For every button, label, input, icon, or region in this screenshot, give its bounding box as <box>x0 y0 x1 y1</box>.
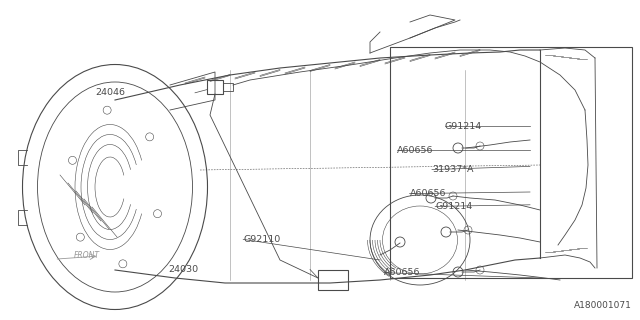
Text: 24046: 24046 <box>95 88 125 97</box>
Text: G91214: G91214 <box>435 202 472 211</box>
Text: A60656: A60656 <box>384 268 420 277</box>
Bar <box>390 47 632 278</box>
Text: 24030: 24030 <box>168 265 198 274</box>
Text: A60656: A60656 <box>410 189 446 198</box>
Text: FRONT: FRONT <box>74 252 100 260</box>
Text: 31937*A: 31937*A <box>432 165 474 174</box>
Text: G92110: G92110 <box>243 235 280 244</box>
Bar <box>223 83 233 91</box>
Text: A60656: A60656 <box>397 146 433 155</box>
Text: G91214: G91214 <box>445 122 482 131</box>
Bar <box>318 270 348 290</box>
Bar <box>207 80 223 94</box>
Text: A180001071: A180001071 <box>574 301 632 310</box>
